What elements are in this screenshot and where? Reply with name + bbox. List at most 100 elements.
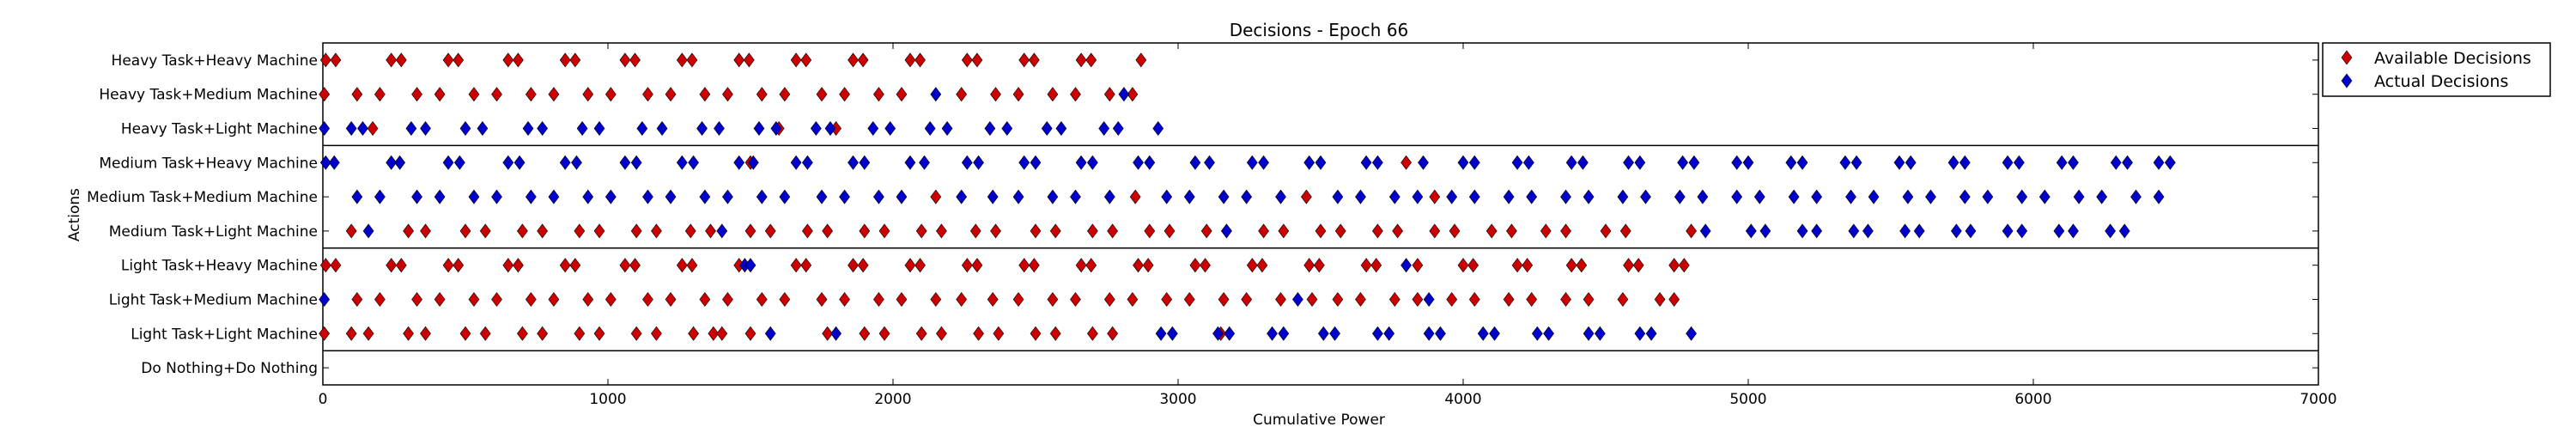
- x-tick-label: 5000: [1729, 391, 1766, 408]
- actual-decisions-point: [1688, 155, 1700, 170]
- available-decisions-point: [1047, 87, 1059, 102]
- available-decisions-point: [537, 326, 549, 341]
- actual-decisions-point: [1697, 189, 1709, 204]
- available-decisions-point: [744, 326, 756, 341]
- actual-decisions-point: [1925, 189, 1936, 204]
- actual-decisions-point: [1796, 155, 1808, 170]
- actual-decisions-point: [1292, 292, 1303, 307]
- available-decisions-point: [619, 258, 631, 273]
- available-decisions-point: [1028, 52, 1040, 68]
- available-decisions-point: [593, 223, 605, 239]
- actual-decisions-point: [345, 121, 357, 136]
- available-decisions-point: [790, 52, 802, 68]
- actual-decisions-point: [1913, 223, 1925, 239]
- actual-decisions-point: [1329, 326, 1340, 341]
- available-decisions-point: [1018, 52, 1030, 68]
- actual-decisions-point: [919, 155, 930, 170]
- actual-decisions-point: [1112, 121, 1124, 136]
- actual-decisions-point: [1965, 223, 1977, 239]
- actual-decisions-point: [1400, 258, 1412, 273]
- actual-decisions-point: [1677, 155, 1689, 170]
- actual-decisions-point: [1098, 121, 1110, 136]
- available-decisions-point: [878, 326, 890, 341]
- available-decisions-point: [1103, 87, 1115, 102]
- actual-decisions-point: [1526, 189, 1538, 204]
- x-tick-label: 0: [319, 391, 328, 408]
- available-decisions-point: [420, 223, 431, 239]
- actual-decisions-point: [522, 121, 534, 136]
- actual-decisions-point: [374, 189, 386, 204]
- actual-decisions-point: [1041, 121, 1053, 136]
- available-decisions-point: [651, 326, 662, 341]
- x-tick-label: 1000: [589, 391, 626, 408]
- x-tick-label: 2000: [874, 391, 911, 408]
- y-tick-label: Heavy Task+Heavy Machine: [112, 52, 318, 70]
- plot-frame: [322, 42, 2319, 386]
- available-decisions-point: [479, 223, 491, 239]
- available-decisions-point: [395, 258, 407, 273]
- available-decisions-point: [1600, 223, 1612, 239]
- actual-decisions-point: [1360, 155, 1372, 170]
- actual-decisions-point: [873, 189, 884, 204]
- available-decisions-point: [1306, 292, 1318, 307]
- actual-decisions-point: [1001, 121, 1013, 136]
- available-decisions-point: [936, 223, 947, 239]
- available-decisions-point: [548, 292, 560, 307]
- actual-decisions-point: [2105, 223, 2117, 239]
- available-decisions-point: [1129, 189, 1141, 204]
- actual-decisions-point: [1144, 155, 1156, 170]
- actual-decisions-point: [1166, 326, 1178, 341]
- available-decisions-point: [1467, 258, 1479, 273]
- actual-decisions-point: [1617, 189, 1629, 204]
- actual-decisions-point: [1155, 326, 1167, 341]
- legend-marker-available-decisions: [2341, 50, 2353, 65]
- actual-decisions-point: [442, 155, 454, 170]
- available-decisions-point: [1258, 223, 1269, 239]
- actual-decisions-point: [319, 121, 331, 136]
- available-decisions-point: [319, 326, 331, 341]
- actual-decisions-point: [1640, 189, 1651, 204]
- available-decisions-point: [619, 52, 631, 68]
- actual-decisions-point: [1317, 326, 1329, 341]
- available-decisions-point: [1030, 223, 1042, 239]
- actual-decisions-point: [733, 155, 745, 170]
- actual-decisions-point: [1418, 155, 1429, 170]
- actual-decisions-point: [1275, 189, 1286, 204]
- available-decisions-point: [859, 326, 871, 341]
- available-decisions-point: [1560, 223, 1571, 239]
- actual-decisions-point: [1315, 155, 1327, 170]
- actual-decisions-point: [1355, 189, 1366, 204]
- actual-decisions-point: [1577, 155, 1589, 170]
- available-decisions-point: [1619, 223, 1631, 239]
- available-decisions-point: [629, 258, 641, 273]
- actual-decisions-point: [1372, 326, 1383, 341]
- actual-decisions-point: [1862, 223, 1874, 239]
- available-decisions-point: [936, 326, 947, 341]
- available-decisions-point: [642, 87, 653, 102]
- available-decisions-point: [1189, 258, 1201, 273]
- actual-decisions-point: [747, 155, 759, 170]
- available-decisions-point: [1678, 258, 1690, 273]
- available-decisions-point: [1506, 223, 1517, 239]
- actual-decisions-point: [1982, 189, 1994, 204]
- available-decisions-point: [1087, 326, 1098, 341]
- actual-decisions-point: [1686, 326, 1697, 341]
- actual-decisions-point: [1560, 189, 1571, 204]
- actual-decisions-point: [477, 121, 489, 136]
- available-decisions-point: [878, 223, 890, 239]
- available-decisions-point: [548, 87, 560, 102]
- available-decisions-point: [386, 258, 398, 273]
- available-decisions-point: [582, 87, 594, 102]
- available-decisions-point: [993, 326, 1005, 341]
- available-decisions-point: [1070, 87, 1081, 102]
- actual-decisions-point: [351, 189, 363, 204]
- actual-decisions-point: [1423, 292, 1435, 307]
- available-decisions-point: [1485, 223, 1498, 239]
- actual-decisions-point: [319, 292, 331, 307]
- actual-decisions-point: [1221, 223, 1232, 239]
- actual-decisions-point: [1246, 155, 1258, 170]
- available-decisions-point: [630, 326, 642, 341]
- available-decisions-point: [351, 292, 363, 307]
- actual-decisions-point: [884, 121, 896, 136]
